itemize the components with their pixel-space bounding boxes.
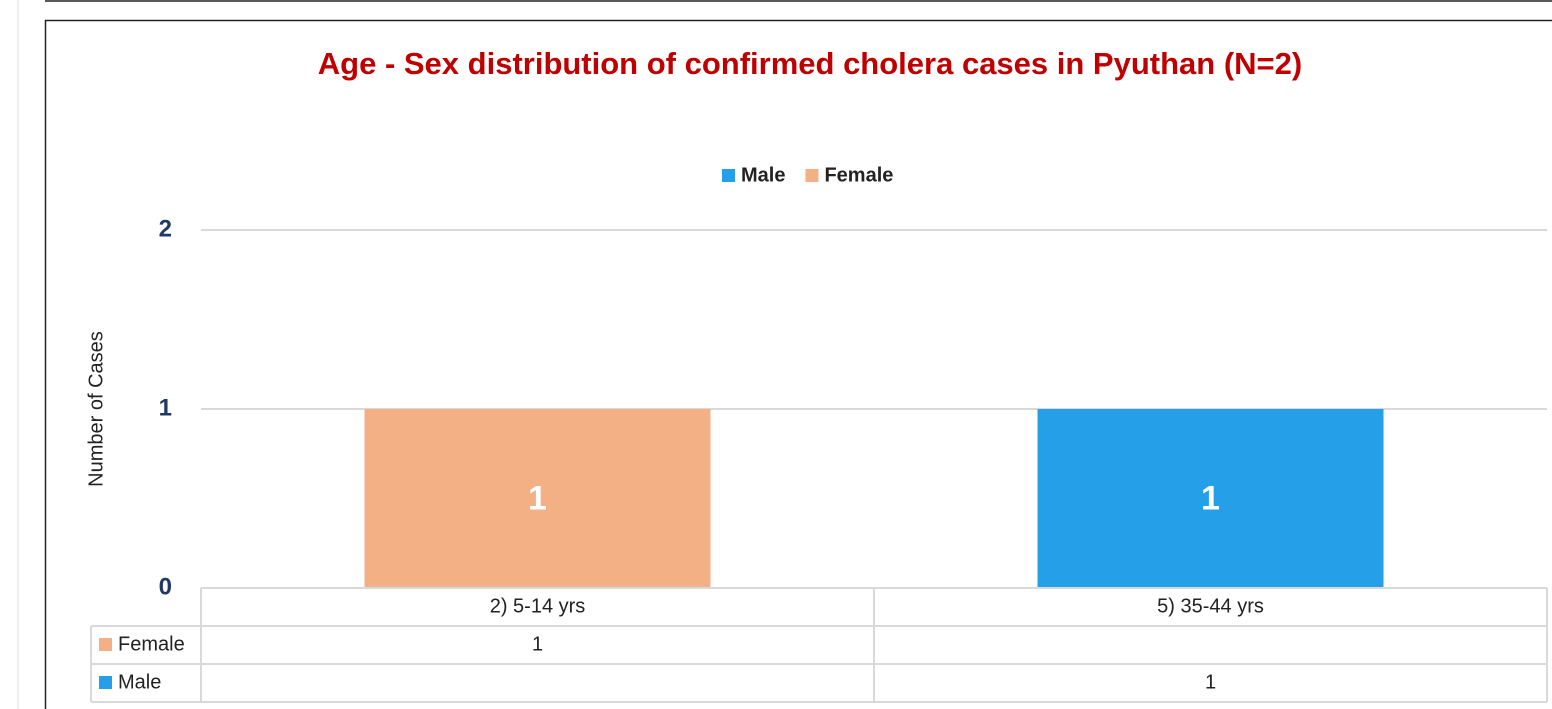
y-tick-label: 2	[159, 215, 172, 242]
data-label: 1	[528, 479, 547, 517]
table-row-label: Male	[118, 671, 161, 693]
legend-swatch	[805, 169, 819, 182]
data-label: 1	[1201, 479, 1220, 517]
legend-label: Male	[741, 164, 785, 186]
x-tick-label: 2) 5-14 yrs	[490, 595, 586, 617]
table-swatch	[99, 638, 112, 651]
table-cell: 1	[532, 633, 543, 655]
table-swatch	[99, 676, 112, 689]
x-tick-label: 5) 35-44 yrs	[1157, 595, 1264, 617]
y-axis-title: Number of Cases	[85, 331, 107, 487]
bar	[364, 409, 711, 588]
legend-swatch	[722, 169, 735, 182]
bar	[1037, 409, 1384, 588]
chart-frame	[44, 19, 1552, 709]
y-tick-label: 1	[159, 394, 172, 421]
chart-title: Age - Sex distribution of confirmed chol…	[318, 46, 1302, 81]
table-row-label: Female	[118, 633, 185, 655]
y-tick-label: 0	[159, 573, 172, 600]
legend-label: Female	[824, 164, 893, 186]
table-cell: 1	[1205, 671, 1216, 693]
